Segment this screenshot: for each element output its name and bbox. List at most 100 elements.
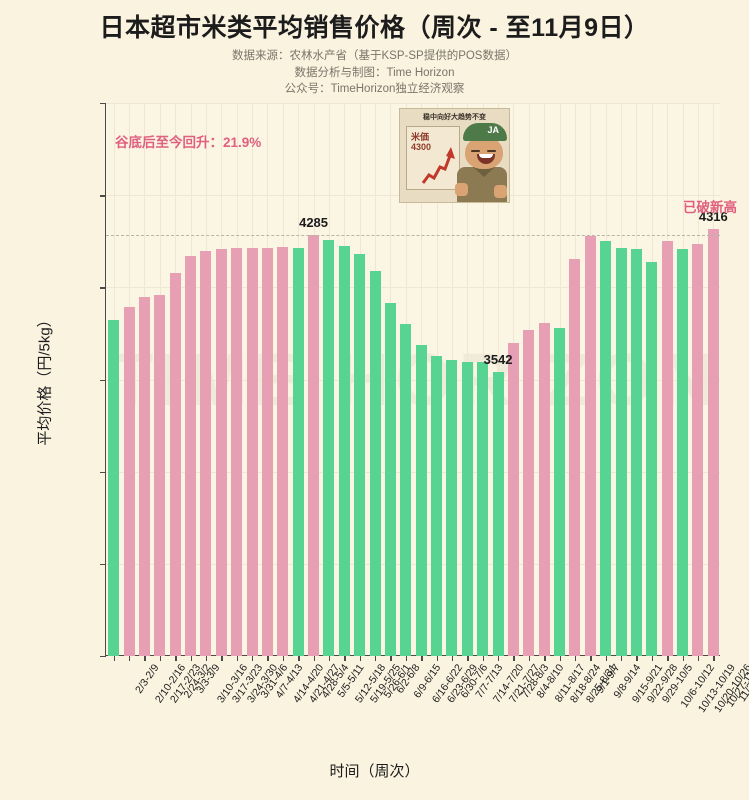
x-tick-mark — [436, 656, 438, 661]
meme-top-text: 稳中向好大趋势不变 — [423, 114, 486, 121]
gridline-horizontal — [106, 379, 720, 381]
x-tick-mark — [405, 656, 408, 661]
y-axis-title: 平均价格（円/5kg） — [36, 312, 54, 446]
bar-2/3-2/9[interactable] — [108, 319, 120, 656]
bar-9/8-9/14[interactable] — [584, 236, 596, 656]
meme-arrow-icon — [421, 147, 455, 184]
x-tick-mark — [667, 656, 669, 661]
bar-7/21-7/27[interactable] — [477, 362, 489, 656]
x-tick-mark — [113, 656, 116, 661]
bar-2/10-2/16[interactable] — [123, 307, 135, 656]
bar-6/2-6/8[interactable] — [369, 270, 381, 656]
bar-8/11-8/17[interactable] — [523, 330, 535, 656]
x-tick-mark — [236, 656, 239, 661]
x-tick-mark — [421, 656, 423, 661]
meme-panel-label: 米価 — [411, 132, 430, 142]
bar-5/19-5/25[interactable] — [338, 246, 350, 656]
x-tick-mark — [559, 656, 561, 661]
bar-6/9-6/15[interactable] — [384, 302, 396, 656]
bar-value-label-7/28-8/3: 3542 — [483, 351, 513, 367]
meme-fist-right — [494, 185, 507, 198]
bar-7/28-8/3[interactable] — [492, 371, 504, 656]
gridline-horizontal — [106, 471, 720, 473]
bar-3/17-3/23[interactable] — [200, 251, 212, 656]
bar-5/12-5/18[interactable] — [323, 239, 335, 656]
y-tick-mark — [100, 471, 106, 474]
x-tick-mark — [221, 656, 223, 661]
page-title: 日本超市米类平均销售价格（周次 - 至11月9日） — [99, 14, 650, 42]
x-tick-mark — [175, 656, 177, 661]
bar-11/3-11/9[interactable] — [707, 229, 719, 656]
x-tick-mark — [544, 656, 546, 661]
meme-eye-right — [487, 150, 496, 152]
meme-mini-chart: 米価 4300 — [406, 126, 460, 190]
subtitle-line-analysis: 数据分析与制图：Time Horizon — [294, 66, 455, 79]
y-tick-mark — [100, 195, 106, 197]
bar-4/7-4/13[interactable] — [246, 247, 258, 656]
x-tick-mark — [252, 656, 254, 661]
bar-3/24-3/30[interactable] — [215, 249, 227, 656]
x-tick-mark — [713, 656, 715, 661]
bar-6/23-6/29[interactable] — [415, 344, 427, 656]
meme-eye-left — [471, 150, 480, 152]
bar-7/7-7/13[interactable] — [446, 360, 458, 656]
x-tick-mark — [697, 656, 700, 661]
meme-panel-value: 4300 — [411, 142, 432, 152]
bar-8/4-8/10[interactable] — [507, 342, 519, 656]
bar-8/25-8/31[interactable] — [554, 327, 566, 656]
bar-3/3-3/9[interactable] — [169, 273, 181, 656]
x-tick-mark — [482, 656, 485, 661]
x-tick-mark — [574, 656, 577, 661]
meme-cap-text: JA — [487, 125, 499, 135]
bar-9/22-9/28[interactable] — [615, 248, 627, 656]
subtitle-line-account: 公众号：TimeHorizon独立经济观察 — [284, 83, 465, 95]
bar-9/1-9/7[interactable] — [569, 259, 581, 656]
x-tick-mark — [328, 656, 331, 661]
bar-4/14-4/20[interactable] — [261, 247, 273, 656]
bar-6/30-7/6[interactable] — [431, 355, 443, 656]
x-axis-title: 时间（周次） — [329, 763, 420, 780]
x-tick-mark — [313, 656, 315, 661]
x-tick-mark — [267, 656, 269, 661]
x-tick-mark — [159, 656, 162, 661]
meme-illustration: 稳中向好大趋势不变 米価 4300 JA — [399, 108, 510, 203]
y-tick-mark — [100, 656, 106, 658]
meme-farmer-figure: JA — [453, 123, 509, 202]
bar-8/18-8/24[interactable] — [538, 323, 550, 656]
bar-value-label-5/5-5/11: 4285 — [299, 214, 329, 230]
x-tick-mark — [590, 656, 592, 661]
bar-9/29-10/5[interactable] — [630, 249, 642, 656]
bar-10/27-11/2[interactable] — [692, 243, 704, 656]
x-tick-mark — [498, 656, 500, 661]
x-tick-mark — [359, 656, 362, 661]
x-tick-mark — [451, 656, 454, 661]
subtitle-line-source: 数据来源：农林水产省（基于KSP-SP提供的POS数据） — [232, 50, 517, 62]
x-tick-mark — [375, 656, 377, 661]
x-tick-mark — [467, 656, 469, 661]
bar-10/13-10/19[interactable] — [661, 241, 673, 656]
bar-10/6-10/12[interactable] — [646, 261, 658, 656]
bar-2/17-2/23[interactable] — [138, 296, 150, 656]
bar-4/28-5/4[interactable] — [292, 247, 304, 656]
bar-4/21-4/27[interactable] — [277, 246, 289, 656]
x-tick-mark — [129, 656, 131, 661]
bar-5/5-5/11[interactable] — [308, 234, 320, 656]
reference-line — [106, 234, 720, 236]
bar-10/20-10/26[interactable] — [677, 248, 689, 656]
x-tick-mark — [298, 656, 300, 661]
bar-2/24-3/2[interactable] — [154, 295, 166, 656]
bar-series — [106, 103, 721, 656]
bar-3/31-4/6[interactable] — [231, 247, 243, 656]
annotation-new-high: 已破新高 — [683, 200, 737, 215]
bar-5/26-6/1[interactable] — [354, 254, 366, 656]
bar-9/15-9/21[interactable] — [600, 241, 612, 656]
bar-3/10-3/16[interactable] — [185, 255, 197, 656]
x-tick-mark — [621, 656, 623, 661]
bar-6/16-6/22[interactable] — [400, 324, 412, 656]
gridline-horizontal — [106, 563, 720, 565]
bar-7/14-7/20[interactable] — [461, 361, 473, 656]
x-tick-mark — [605, 656, 608, 661]
gridline-horizontal — [106, 103, 720, 104]
meme-mouth — [477, 154, 495, 164]
x-tick-mark — [390, 656, 392, 661]
